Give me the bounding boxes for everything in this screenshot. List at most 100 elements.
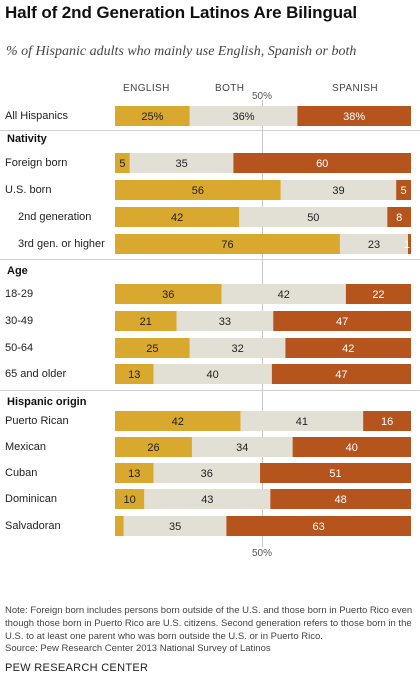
row-label: Mexican: [5, 441, 46, 453]
data-label-english: 13: [128, 369, 140, 381]
row-label: All Hispanics: [5, 110, 68, 122]
data-label-both: 50: [307, 212, 319, 224]
data-label-spanish: 38%: [343, 111, 365, 123]
data-label-spanish: 16: [381, 416, 393, 428]
bar-segment-both: [221, 284, 346, 304]
bar-segment-english: [115, 463, 154, 483]
row-label: 2nd generation: [18, 211, 92, 223]
bar-segment-both: [153, 463, 261, 483]
bar-segment-spanish: [297, 106, 411, 126]
bar-segment-spanish: [233, 153, 411, 173]
data-label-english: 13: [128, 468, 140, 480]
bar-chart: 25% 36% 38% 5 35 60 56 39 5 42 50 8 76 23 1 36 42 22 21 33 4…: [115, 106, 411, 536]
data-label-spanish: 1: [404, 239, 410, 251]
row-label: 50-64: [5, 342, 34, 354]
bar-segment-spanish: [396, 180, 411, 200]
bar-segment-both: [129, 153, 234, 173]
data-label-both: 43: [201, 494, 213, 506]
bar-segment-spanish: [387, 207, 411, 227]
bar-segment-both: [339, 234, 409, 254]
bar-segment-english: [115, 311, 177, 331]
bar-segment-both: [153, 364, 272, 384]
column-header-spanish: SPANISH: [332, 83, 378, 94]
row-label: 65 and older: [5, 368, 67, 380]
data-label-english: 36: [162, 289, 174, 301]
row-label: Cuban: [5, 467, 38, 479]
row-label: Salvadoran: [5, 520, 61, 532]
row-label: 30-49: [5, 315, 34, 327]
bar-segment-both: [239, 207, 388, 227]
column-header-both: BOTH: [215, 83, 245, 94]
data-label-english: 25%: [141, 111, 163, 123]
data-label-spanish: 47: [336, 316, 348, 328]
data-label-english: 76: [221, 239, 233, 251]
data-label-both: 33: [219, 316, 231, 328]
data-label-both: 32: [231, 343, 243, 355]
bar-segment-english: [115, 411, 241, 431]
data-label-spanish: 42: [342, 343, 354, 355]
bar-segment-english: [115, 153, 130, 173]
midpoint-label-bottom: 50%: [252, 548, 273, 559]
data-label-english: 25: [146, 343, 158, 355]
bar-segment-english: [115, 180, 281, 200]
data-label-both: 35: [169, 521, 181, 533]
bar-segment-english: [115, 489, 145, 509]
bar-segment-both: [240, 411, 364, 431]
row-label: Dominican: [5, 493, 57, 505]
group-divider: [0, 390, 420, 391]
data-label-both: 35: [175, 158, 187, 170]
bar-segment-spanish: [408, 234, 411, 254]
bar-segment-english: [115, 338, 190, 358]
group-heading: Nativity: [7, 133, 47, 145]
data-label-english: 10: [124, 494, 136, 506]
data-label-spanish: 63: [313, 521, 325, 533]
group-heading: Hispanic origin: [7, 396, 87, 408]
data-label-spanish: 51: [329, 468, 341, 480]
bar-segment-both: [144, 489, 271, 509]
midpoint-label-top: 50%: [252, 91, 273, 102]
data-label-spanish: 40: [346, 442, 358, 454]
bar-segment-english: [115, 207, 240, 227]
group-heading: Age: [7, 265, 28, 277]
data-label-english: 56: [192, 185, 204, 197]
data-label-both: 36: [201, 468, 213, 480]
bar-segment-spanish: [292, 437, 411, 457]
data-label-english: 21: [140, 316, 152, 328]
bar-segment-spanish: [273, 311, 411, 331]
row-label: 18-29: [5, 288, 34, 300]
data-label-english: 42: [172, 416, 184, 428]
data-label-english: 5: [119, 158, 125, 170]
row-label: Puerto Rican: [5, 415, 69, 427]
bar-segment-both: [191, 437, 293, 457]
bar-segment-english: [115, 234, 340, 254]
brand-name: PEW RESEARCH CENTER: [5, 662, 149, 674]
data-label-english: 42: [171, 212, 183, 224]
bar-segment-spanish: [270, 489, 411, 509]
bar-segment-spanish: [271, 364, 411, 384]
chart-source: Source: Pew Research Center 2013 Nationa…: [5, 643, 271, 654]
bar-segment-both: [176, 311, 274, 331]
chart-subtitle: % of Hispanic adults who mainly use Engl…: [6, 44, 357, 59]
data-label-spanish: 47: [335, 369, 347, 381]
bar-segment-both: [280, 180, 397, 200]
row-label: Foreign born: [5, 157, 68, 169]
data-label-spanish: 5: [401, 185, 407, 197]
data-label-both: 40: [207, 369, 219, 381]
column-header-english: ENGLISH: [123, 83, 170, 94]
bar-segment-english: [115, 516, 124, 536]
data-label-both: 34: [236, 442, 248, 454]
data-label-both: 42: [278, 289, 290, 301]
bar-segment-english: [115, 364, 154, 384]
group-divider: [0, 130, 420, 131]
bar-segment-both: [189, 338, 286, 358]
bar-segment-spanish: [226, 516, 411, 536]
data-label-both: 41: [296, 416, 308, 428]
data-label-english: 26: [147, 442, 159, 454]
group-divider: [0, 259, 420, 260]
row-label: U.S. born: [5, 184, 52, 196]
data-label-spanish: 60: [316, 158, 328, 170]
data-label-both: 39: [332, 185, 344, 197]
data-label-spanish: 48: [335, 494, 347, 506]
data-label-spanish: 8: [396, 212, 402, 224]
